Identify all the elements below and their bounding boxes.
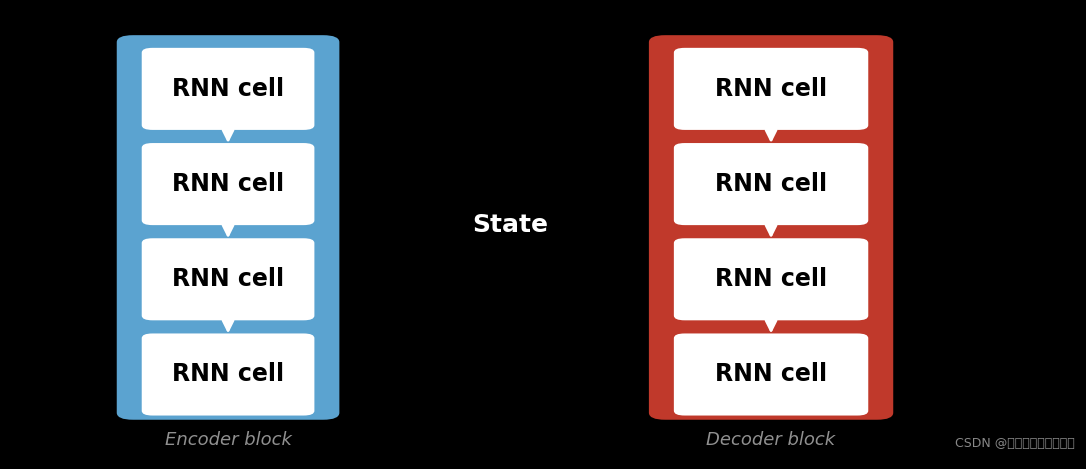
Text: RNN cell: RNN cell bbox=[715, 267, 828, 291]
FancyBboxPatch shape bbox=[673, 333, 868, 416]
FancyBboxPatch shape bbox=[673, 238, 868, 320]
Text: RNN cell: RNN cell bbox=[715, 363, 828, 386]
Text: RNN cell: RNN cell bbox=[172, 267, 285, 291]
FancyBboxPatch shape bbox=[673, 143, 868, 225]
FancyBboxPatch shape bbox=[141, 333, 315, 416]
Text: CSDN @小爸毛毛（卓寿杰）: CSDN @小爸毛毛（卓寿杰） bbox=[956, 437, 1075, 450]
Text: RNN cell: RNN cell bbox=[172, 77, 285, 101]
FancyBboxPatch shape bbox=[117, 35, 339, 420]
Text: Encoder block: Encoder block bbox=[165, 431, 291, 449]
Text: Decoder block: Decoder block bbox=[707, 431, 835, 449]
Text: RNN cell: RNN cell bbox=[172, 172, 285, 196]
Text: RNN cell: RNN cell bbox=[172, 363, 285, 386]
Text: RNN cell: RNN cell bbox=[715, 172, 828, 196]
FancyBboxPatch shape bbox=[141, 143, 315, 225]
Text: State: State bbox=[472, 213, 548, 237]
FancyBboxPatch shape bbox=[648, 35, 893, 420]
FancyBboxPatch shape bbox=[141, 238, 315, 320]
FancyBboxPatch shape bbox=[673, 48, 868, 130]
FancyBboxPatch shape bbox=[141, 48, 315, 130]
Text: RNN cell: RNN cell bbox=[715, 77, 828, 101]
